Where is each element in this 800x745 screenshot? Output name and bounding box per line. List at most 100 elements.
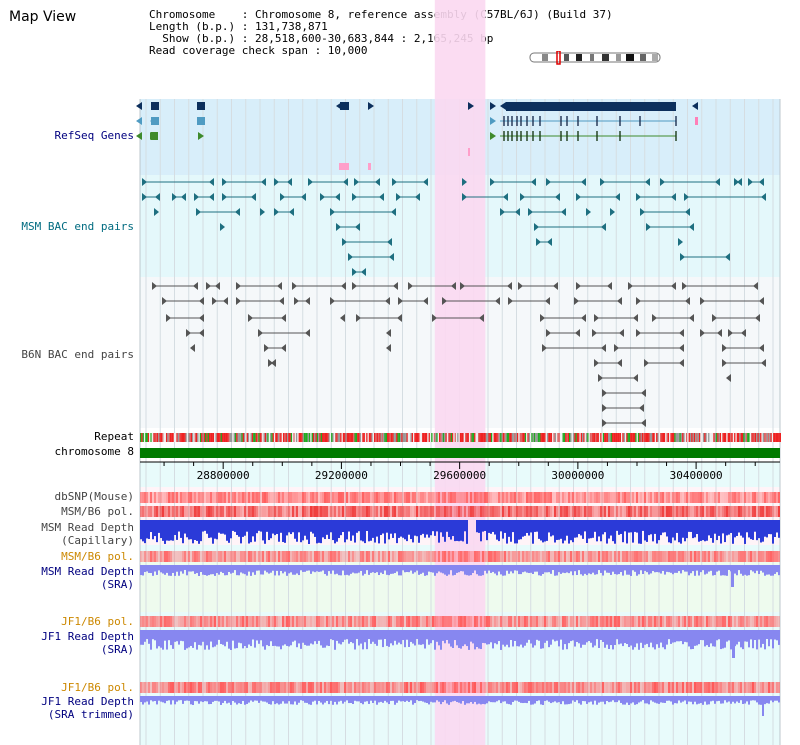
pol-cell	[524, 551, 526, 562]
depth-bar	[372, 565, 374, 573]
bac-end	[536, 238, 541, 246]
depth-bar	[244, 630, 246, 647]
depth-bar	[746, 520, 748, 533]
repeat-segment	[470, 433, 472, 442]
depth-bar	[510, 696, 512, 705]
depth-bar	[336, 565, 338, 574]
depth-bar	[140, 630, 142, 645]
repeat-segment	[167, 433, 169, 442]
pol-cell	[290, 492, 292, 503]
pol-cell	[158, 616, 160, 627]
depth-bar	[412, 520, 414, 543]
repeat-segment	[674, 433, 676, 442]
pol-cell	[720, 506, 722, 517]
pol-cell	[384, 551, 386, 562]
pol-cell	[470, 551, 472, 562]
pol-cell	[764, 551, 766, 562]
pol-cell	[644, 492, 646, 503]
bac-end	[759, 344, 764, 352]
bac-end	[586, 208, 591, 216]
depth-bar	[206, 520, 208, 534]
depth-bar	[386, 696, 388, 703]
depth-bar	[722, 696, 724, 704]
msm-bac-track[interactable]	[142, 178, 766, 276]
chromosome-ideogram[interactable]	[528, 51, 662, 65]
depth-bar	[196, 565, 198, 574]
bac-end	[479, 314, 484, 322]
pol-cell	[292, 682, 294, 693]
pol-cell	[440, 492, 442, 503]
depth-bar	[500, 630, 502, 650]
repeat-segment	[656, 433, 658, 442]
pol-cell	[240, 492, 242, 503]
depth-bar	[140, 696, 142, 702]
repeat-segment	[413, 433, 415, 442]
depth-bar	[386, 630, 388, 646]
depth-bar	[492, 630, 494, 649]
pol-cell	[260, 551, 262, 562]
pol-cell	[554, 506, 556, 517]
pol-cell	[618, 551, 620, 562]
pol-cell	[510, 492, 512, 503]
pol-cell	[364, 616, 366, 627]
pol-cell	[562, 551, 564, 562]
bac-end	[617, 359, 622, 367]
bac-end	[280, 193, 285, 201]
pol-cell	[186, 616, 188, 627]
b6n-bac-track[interactable]	[152, 282, 766, 427]
pol-cell	[292, 492, 294, 503]
pol-cell	[602, 506, 604, 517]
depth-bar	[504, 630, 506, 647]
pol-cell	[556, 616, 558, 627]
depth-bar	[700, 565, 702, 573]
depth-bar	[532, 565, 534, 574]
pol-cell	[614, 506, 616, 517]
depth-bar	[332, 630, 334, 641]
depth-bar	[728, 696, 730, 702]
pol-cell	[588, 506, 590, 517]
depth-bar	[546, 520, 548, 541]
depth-bar	[512, 696, 514, 702]
repeat-segment	[610, 433, 612, 442]
pol-cell	[626, 551, 628, 562]
depth-bar	[672, 520, 674, 538]
pol-cell	[636, 682, 638, 693]
depth-bar	[576, 696, 578, 701]
pol-cell	[526, 682, 528, 693]
repeat-segment	[748, 433, 750, 442]
depth-bar	[228, 520, 230, 543]
pol-cell	[232, 506, 234, 517]
depth-bar	[180, 630, 182, 641]
bac-end	[305, 329, 310, 337]
depth-bar	[760, 696, 762, 705]
depth-bar	[738, 630, 740, 642]
depth-bar	[420, 696, 422, 701]
repeat-segment	[150, 433, 152, 442]
depth-bar	[494, 520, 496, 535]
depth-bar	[270, 565, 272, 573]
repeat-segment	[251, 433, 254, 442]
refseq-genes-track[interactable]	[136, 102, 698, 170]
pol-cell	[618, 616, 620, 627]
pol-cell	[150, 616, 152, 627]
pol-cell	[502, 506, 504, 517]
pol-cell	[606, 551, 608, 562]
pol-cell	[388, 506, 390, 517]
pol-cell	[674, 492, 676, 503]
pol-cell	[742, 682, 744, 693]
pol-cell	[302, 506, 304, 517]
depth-bar	[210, 630, 212, 642]
repeat-segment	[684, 433, 687, 442]
pol-cell	[358, 492, 360, 503]
depth-bar	[722, 630, 724, 649]
pol-cell	[210, 682, 212, 693]
pol-cell	[286, 682, 288, 693]
repeat-segment	[176, 433, 178, 442]
pol-cell	[324, 682, 326, 693]
repeat-segment	[228, 433, 230, 442]
depth-bar	[254, 696, 256, 701]
depth-bar	[706, 630, 708, 646]
depth-bar	[744, 630, 746, 642]
pol-cell	[772, 551, 774, 562]
